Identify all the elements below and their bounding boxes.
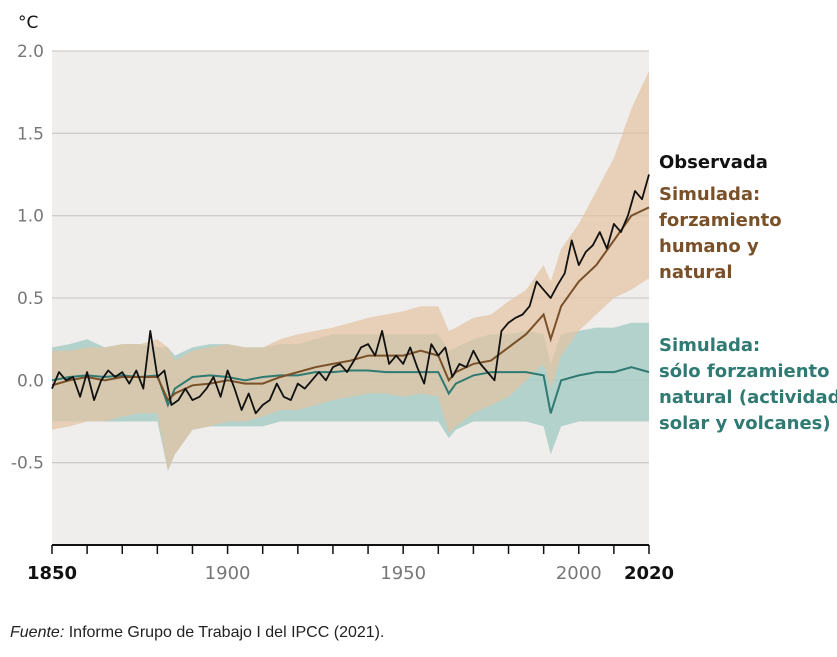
series-label-line: natural [659,262,733,283]
source-prefix: Fuente: [10,624,65,641]
x-tick-label: 2000 [556,563,602,584]
y-tick-label: -0.5 [11,454,44,474]
series-label-line: Simulada: [659,184,760,205]
series-label-human-natural: Simulada: forzamiento humano y natural [659,184,782,283]
y-axis-unit: °C [18,13,38,33]
source-text: Informe Grupo de Trabajo I del IPCC (202… [68,624,385,641]
series-label-line: Observada [659,152,768,173]
x-tick-label: 1950 [380,563,426,584]
y-tick-label: 0.5 [17,289,44,309]
series-label-line: natural (actividad [659,387,837,408]
human-natural-range-band [52,70,649,471]
x-tick-label: 1850 [27,563,77,584]
series-label-natural: Simulada: sólo forzamiento natural (activi… [659,335,837,434]
series-label-line: humano y [659,236,759,257]
series-label-line: forzamiento [659,210,782,231]
y-tick-label: 0.0 [17,371,44,391]
observed-line [51,174,650,415]
series-label-line: Simulada: [659,335,760,356]
human-natural-mean-line [51,206,650,402]
y-tick-label: 2.0 [17,42,44,62]
series-label-observed: Observada [659,152,768,173]
series-label-line: sólo forzamiento [659,361,830,382]
y-tick-label: 1.5 [17,124,44,144]
source-note: Fuente: Informe Grupo de Trabajo I del I… [10,624,384,642]
x-tick-label: 1900 [205,563,251,584]
series-label-line: solar y volcanes) [659,413,831,434]
y-tick-label: 1.0 [17,207,44,227]
x-tick-label: 2020 [624,563,674,584]
